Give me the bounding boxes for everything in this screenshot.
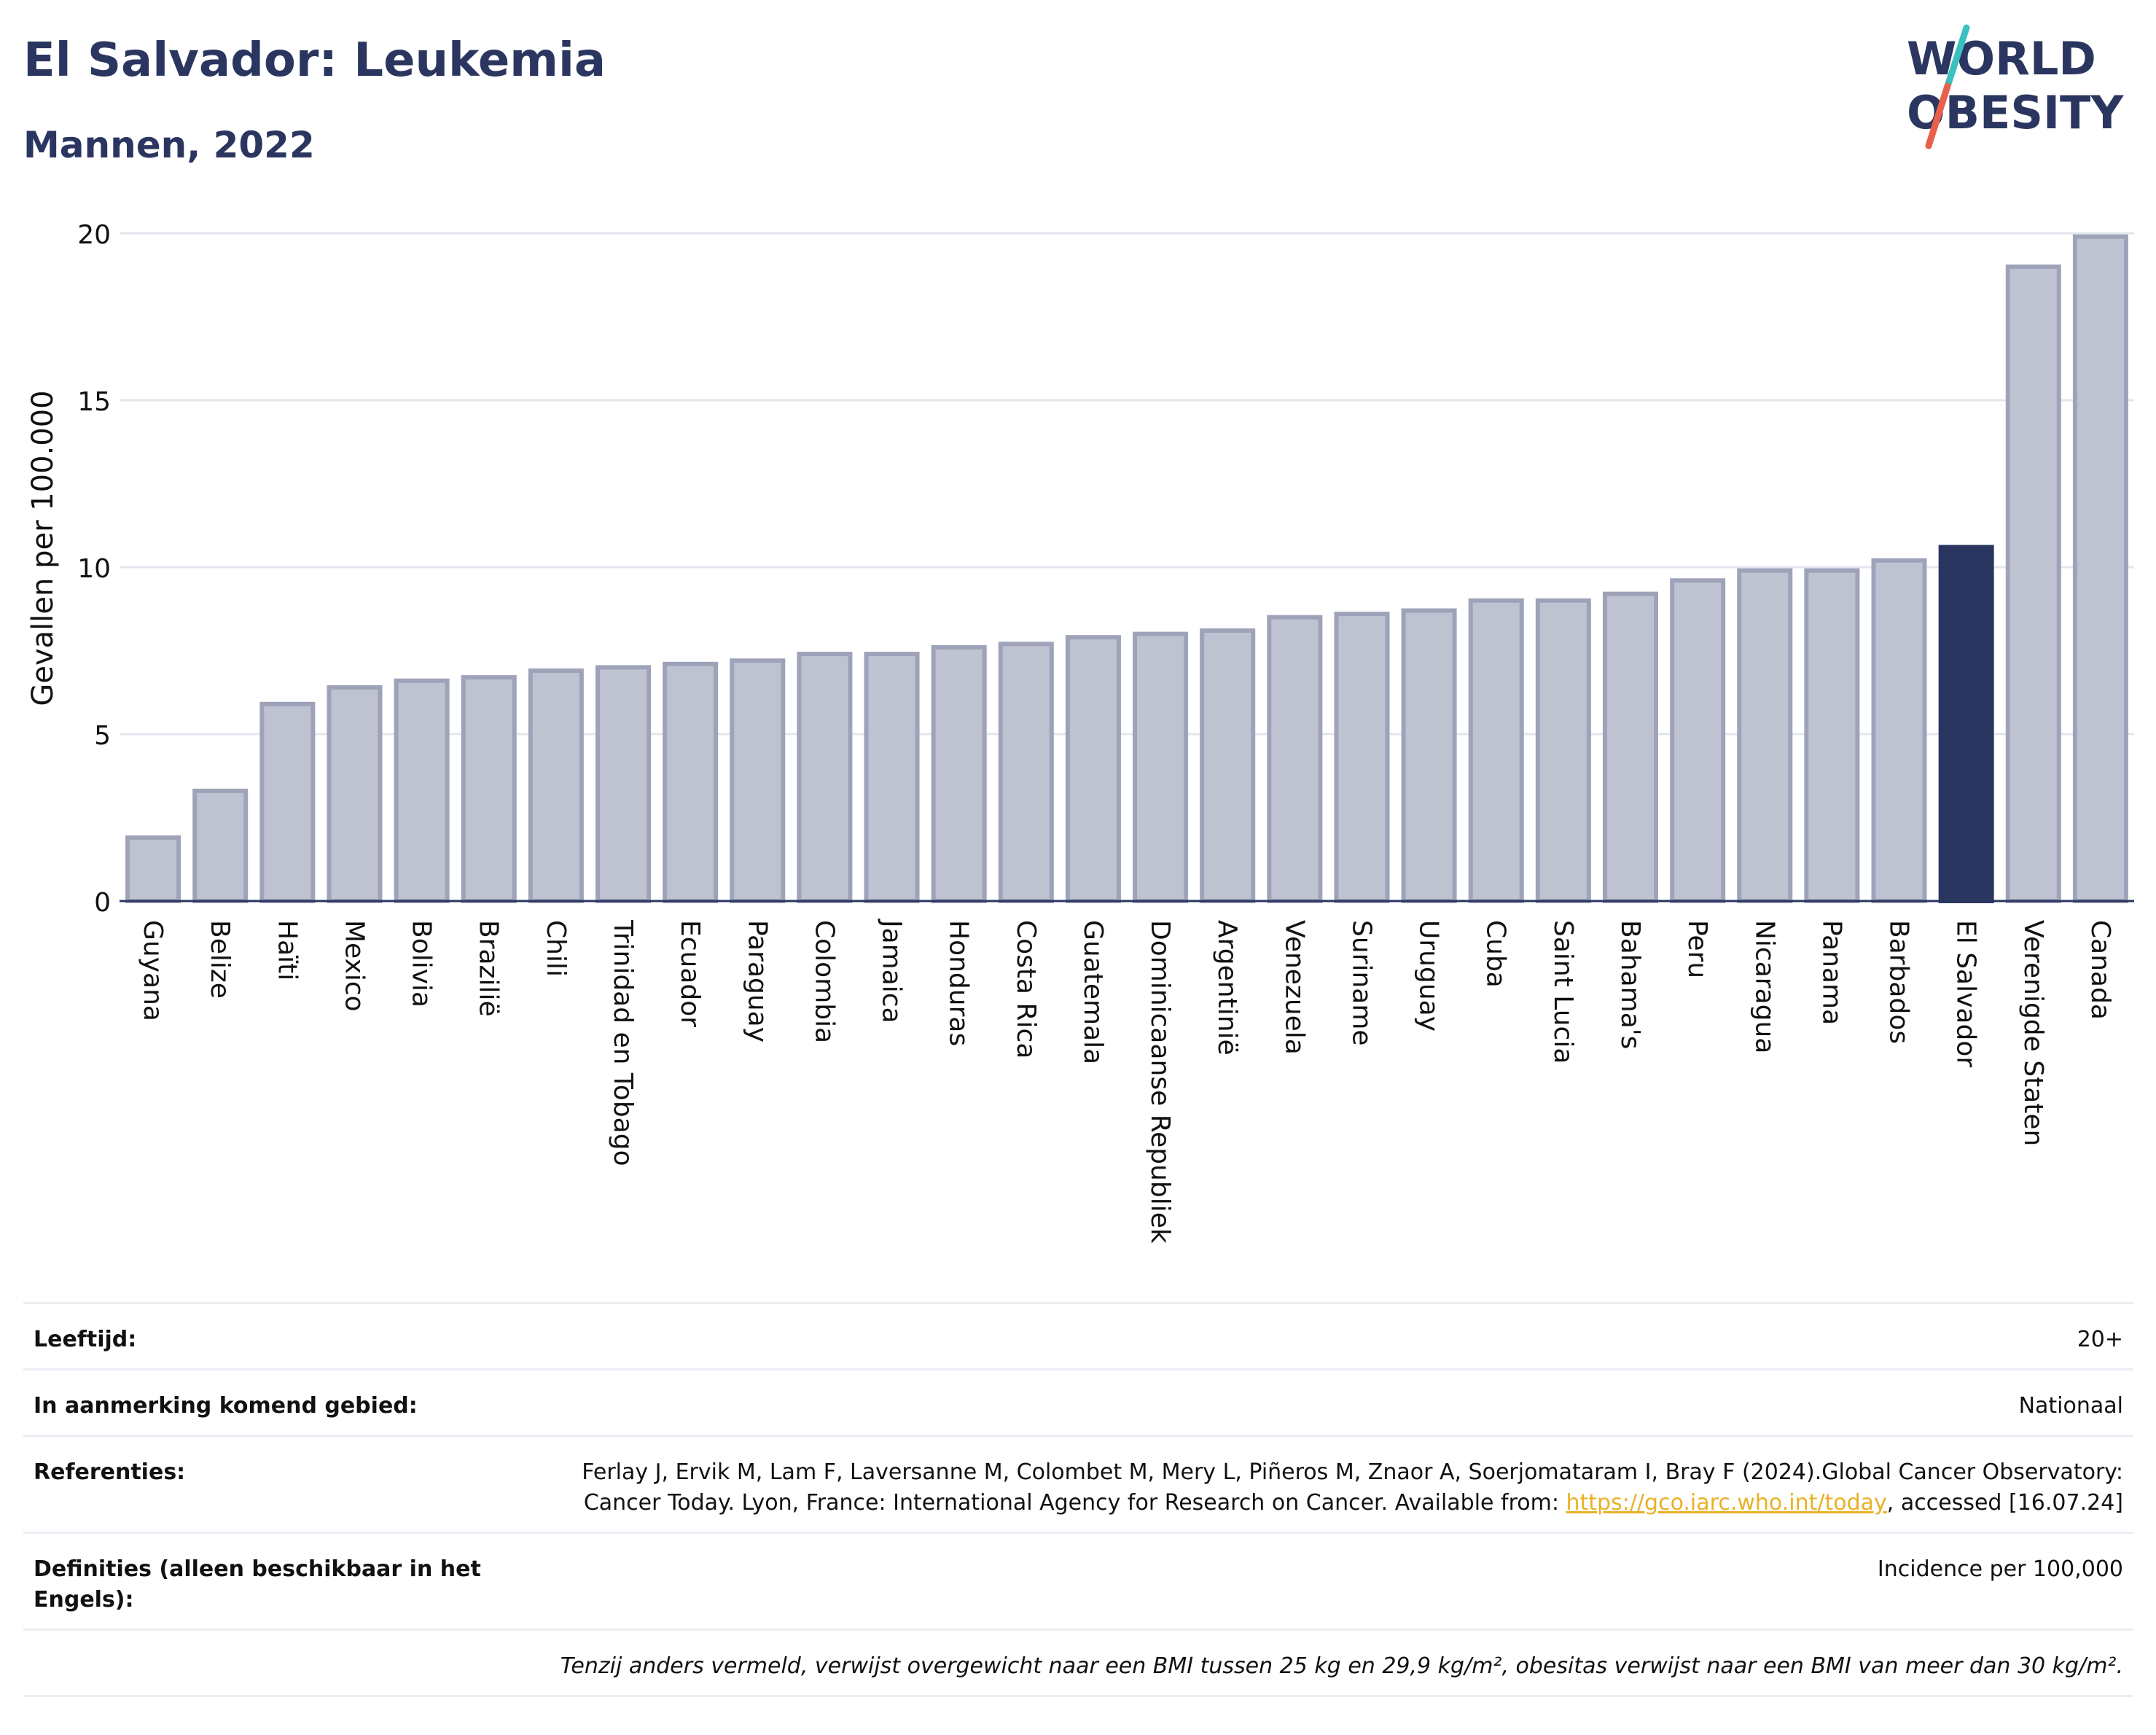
x-tick-label: Dominicaanse Republiek [1145,920,1175,1244]
bar [931,644,987,903]
x-tick-label: Costa Rica [1011,920,1041,1058]
references-label: Referenties: [34,1459,186,1485]
x-tick-label: Panama [1816,920,1846,1025]
bar [1468,598,1524,903]
x-tick-label: Nicaragua [1749,920,1779,1053]
chart-subtitle: Mannen, 2022 [23,124,315,166]
bar [663,661,719,903]
grid-lines [120,232,2134,736]
definitions-value: Incidence per 100,000 [1877,1556,2123,1582]
footnote-row: Tenzij anders vermeld, verwijst overgewi… [23,1631,2133,1697]
x-tick-label: Brazilië [474,920,504,1017]
bar [125,835,181,903]
x-tick-label: Mexico [339,920,369,1012]
bar [998,642,1054,904]
age-label: Leeftijd: [34,1327,137,1352]
x-tick-label: Peru [1682,920,1712,978]
bar [327,685,383,903]
bars [125,234,2128,904]
y-axis-label: Gevallen per 100.000 [26,390,60,706]
x-tick-label: Bahama's [1615,920,1645,1049]
y-tick-label: 20 [77,220,111,250]
bar [864,652,920,904]
x-tick-label: Verenigde Staten [2018,920,2048,1146]
references-text: Ferlay J, Ervik M, Lam F, Laversanne M, … [582,1459,2123,1516]
bar [730,658,786,903]
references-value: Ferlay J, Ervik M, Lam F, Laversanne M, … [556,1457,2123,1518]
bar [1535,598,1591,903]
definitions-label: Definities (alleen beschikbaar in het En… [34,1556,481,1613]
bar [192,788,249,903]
bar [1133,631,1189,903]
x-tick-label: Chili [541,920,571,977]
x-tick-label: Guatemala [1078,920,1108,1064]
bar [1804,568,1860,904]
bar [1065,635,1121,903]
area-label: In aanmerking komend gebied: [34,1393,418,1419]
logo-line-1: WORLD [1907,32,2096,85]
axes: 0 5 10 15 20 Guyana Belize Haïti Mexico Bolivia Br… [77,220,2134,1244]
bar-chart: 0 5 10 15 20 Guyana Belize Haïti Mexico Bolivia Br… [26,220,2134,1244]
references-link[interactable]: https://gco.iarc.who.int/today [1566,1490,1887,1516]
bar [1200,628,1256,904]
bar [394,678,450,903]
x-tick-label: Uruguay [1414,920,1444,1032]
y-tick-label: 5 [94,721,111,751]
x-tick-label: Belize [205,920,235,999]
x-tick-label: Ecuador [675,920,705,1027]
area-row: In aanmerking komend gebied: Nationaal [23,1371,2133,1437]
references-row: Referenties: Ferlay J, Ervik M, Lam F, L… [23,1437,2133,1534]
x-tick-label: Cuba [1481,920,1511,988]
x-tick-label: Haïti [272,920,302,980]
y-tick-label: 0 [94,888,111,918]
area-value: Nationaal [2018,1393,2123,1419]
details-table: Leeftijd: 20+ In aanmerking komend gebie… [23,1302,2133,1697]
bar [1334,612,1390,903]
logo-slash-bottom [1925,82,1951,149]
chart-title: El Salvador: Leukemia [23,34,606,87]
definitions-row: Definities (alleen beschikbaar in het En… [23,1534,2133,1631]
x-tick-label: Venezuela [1279,920,1309,1055]
references-accessed: , accessed [16.07.24] [1886,1490,2123,1516]
footnote-text: Tenzij anders vermeld, verwijst overgewi… [560,1653,2123,1679]
x-tick-label: Suriname [1346,920,1376,1046]
bar [1938,545,1994,904]
x-tick-label: Trinidad en Tobago [608,919,638,1166]
logo-slash-top [1944,24,1970,90]
x-tick-label: El Salvador [1951,920,1981,1067]
age-value: 20+ [2077,1327,2123,1352]
bar [2072,234,2128,903]
age-row: Leeftijd: 20+ [23,1304,2133,1371]
bar [259,701,316,904]
y-tick-label: 10 [77,554,111,584]
bar [1267,615,1323,903]
bar [528,668,584,903]
bar [1401,608,1457,903]
bar [2005,264,2061,903]
bar [797,652,853,904]
x-tick-label: Canada [2085,920,2115,1020]
x-tick-label: Honduras [944,920,974,1046]
x-tick-label: Guyana [138,920,168,1021]
bar [1602,591,1659,903]
x-tick-label: Argentinië [1212,920,1242,1056]
x-tick-label: Jamaica [877,919,907,1024]
bar [595,665,652,904]
bar [461,675,517,903]
x-tick-label: Bolivia [407,920,437,1007]
x-tick-label: Barbados [1884,920,1914,1044]
bar [1737,568,1793,904]
x-tick-label: Paraguay [742,920,772,1042]
world-obesity-logo: WORLD OBESITY [1907,24,2124,149]
bar [1871,558,1927,904]
x-tick-label: Saint Lucia [1548,920,1578,1064]
y-tick-label: 15 [77,387,111,417]
bar [1670,578,1726,903]
x-tick-label: Colombia [809,920,839,1043]
